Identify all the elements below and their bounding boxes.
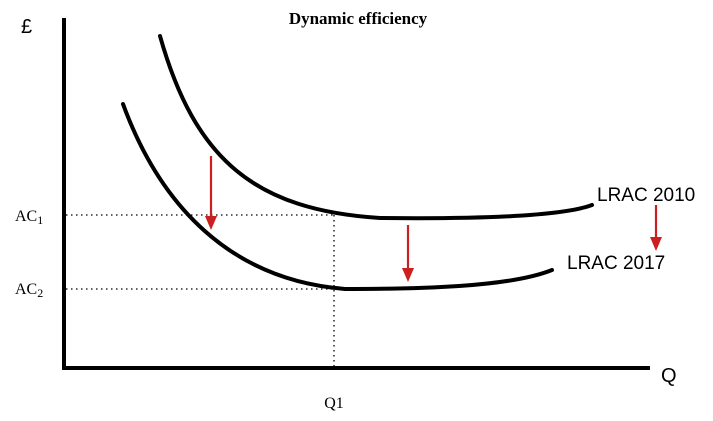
shift-arrow-right: [650, 205, 662, 251]
shift-arrow-middle: [402, 225, 414, 282]
lrac-2010-label: LRAC 2010: [597, 185, 695, 206]
lrac-2017-label: LRAC 2017: [567, 253, 665, 274]
x-axis-label: Q: [661, 365, 677, 387]
lrac-2017-curve: [121, 102, 554, 292]
y-axis-label: £: [21, 16, 32, 38]
ac2-tick-label: AC2: [15, 281, 43, 300]
ac1-tick-label: AC1: [15, 208, 43, 227]
shift-arrow-left: [205, 156, 217, 230]
q1-tick-label: Q1: [324, 395, 344, 412]
lrac-2010-curve: [158, 34, 594, 221]
diagram-title: Dynamic efficiency: [289, 9, 428, 28]
